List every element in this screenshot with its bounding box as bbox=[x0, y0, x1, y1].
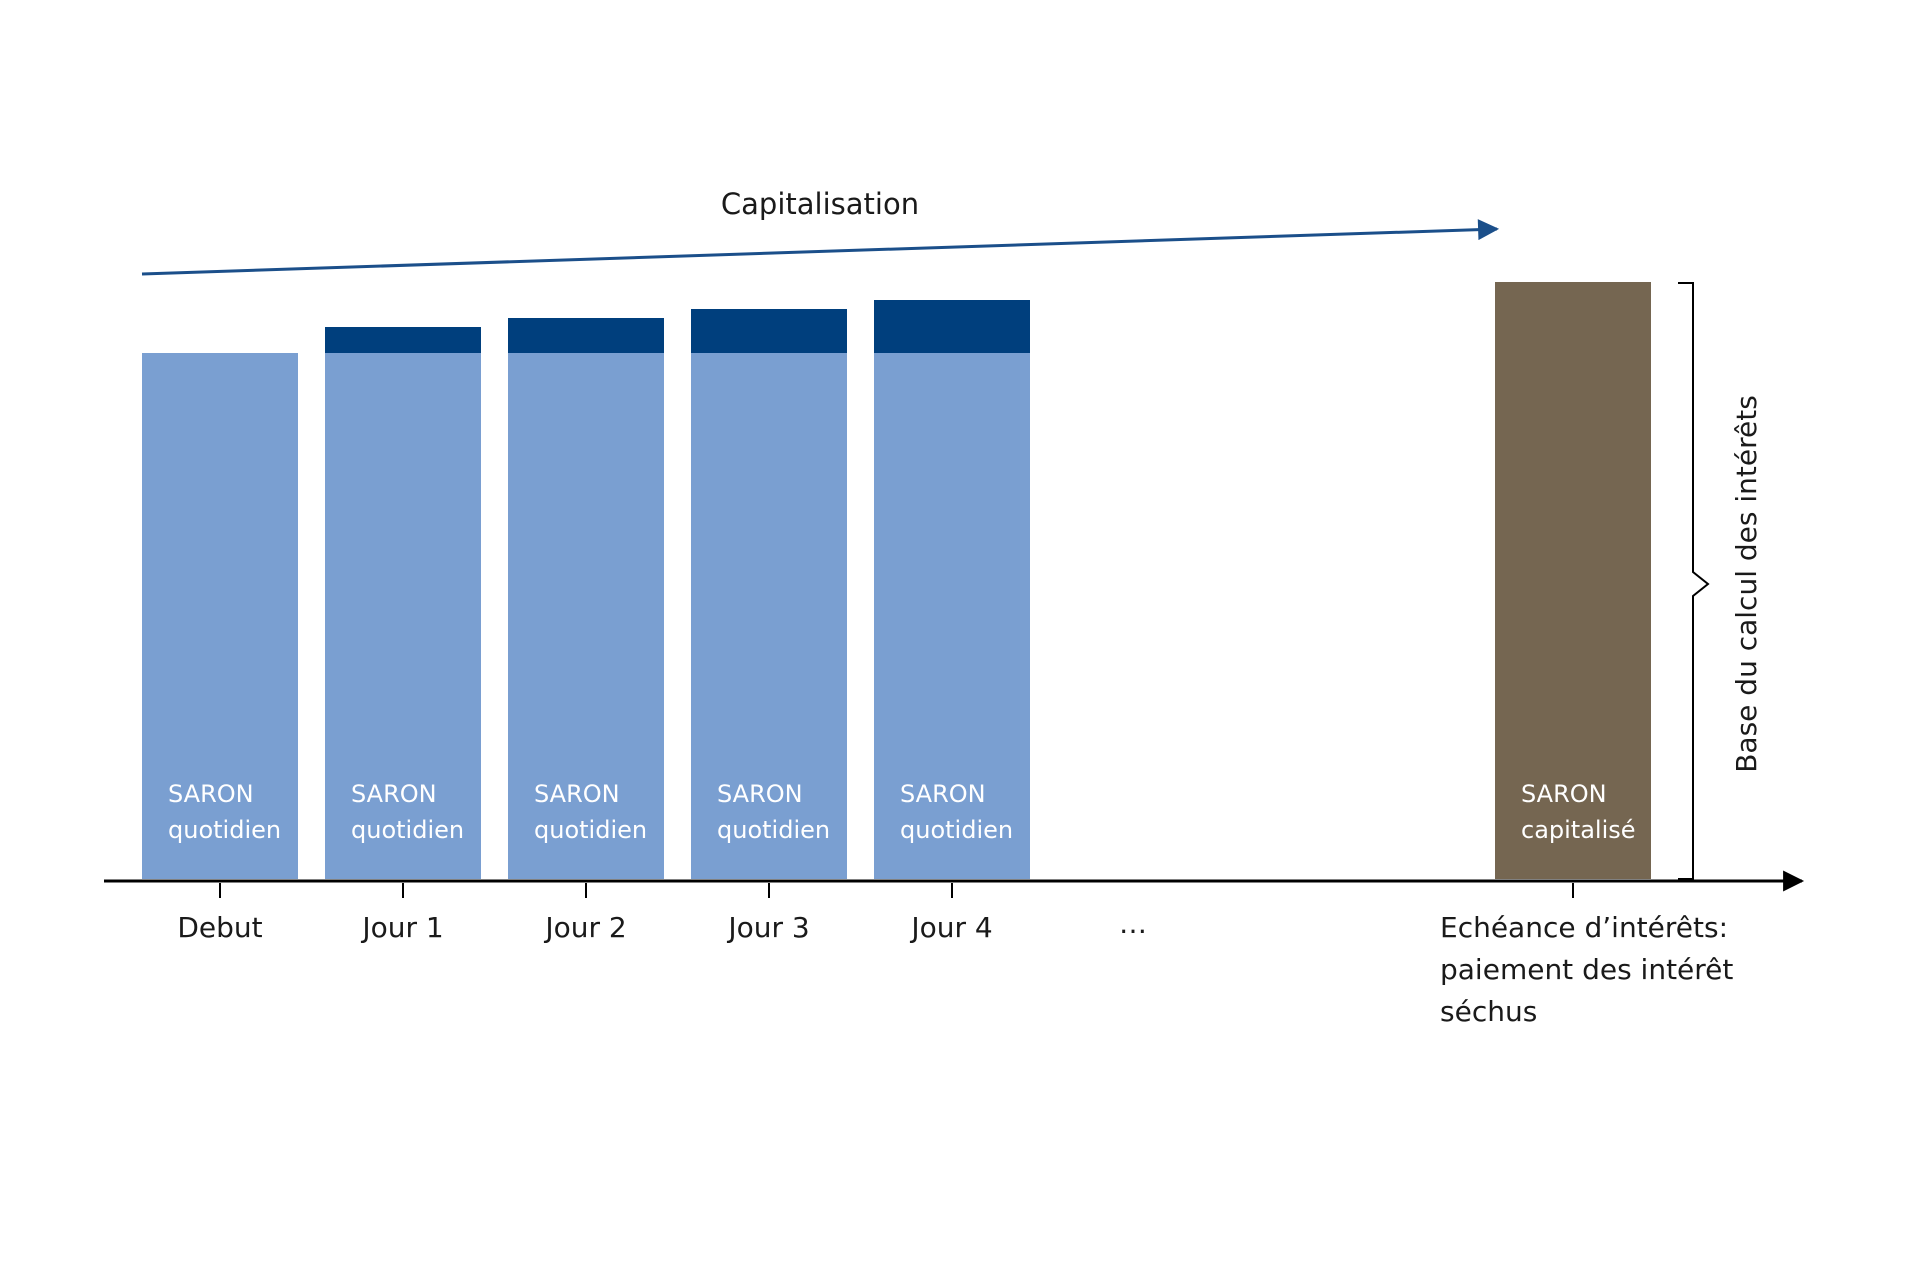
bar-jour-4-label-line1: SARON bbox=[900, 780, 986, 808]
tick-label-jour-4: Jour 4 bbox=[909, 911, 992, 944]
bar-jour-4: SARON quotidien bbox=[874, 300, 1030, 879]
bar-jour-3-increment bbox=[691, 309, 847, 353]
bar-jour-2-label-line2: quotidien bbox=[534, 816, 647, 844]
bar-jour-4-label-line2: quotidien bbox=[900, 816, 1013, 844]
capitalisation-arrow bbox=[141, 219, 1500, 276]
bar-jour-2-base bbox=[508, 353, 664, 879]
tick-label-jour-3: Jour 3 bbox=[726, 911, 809, 944]
final-bar-label-line1: SARON bbox=[1521, 780, 1607, 808]
bar-debut-base bbox=[142, 353, 298, 879]
bar-debut-label-line1: SARON bbox=[168, 780, 254, 808]
bar-jour-1-base bbox=[325, 353, 481, 879]
bar-jour-3: SARON quotidien bbox=[691, 309, 847, 879]
bar-jour-3-base bbox=[691, 353, 847, 879]
bar-debut-label-line2: quotidien bbox=[168, 816, 281, 844]
bar-jour-4-base bbox=[874, 353, 1030, 879]
bar-jour-4-increment bbox=[874, 300, 1030, 353]
axis-ticks: Debut Jour 1 Jour 2 Jour 3 Jour 4 bbox=[177, 883, 993, 944]
base-calcul-label: Base du calcul des intérêts bbox=[1730, 395, 1763, 773]
bar-jour-1-increment bbox=[325, 327, 481, 353]
capitalisation-label: Capitalisation bbox=[721, 187, 919, 221]
final-tick-label: Echéance d’intérêts: paiement des intérê… bbox=[1440, 911, 1733, 1028]
bar-jour-3-label-line1: SARON bbox=[717, 780, 803, 808]
final-bar-group: SARON capitalisé bbox=[1495, 282, 1651, 879]
bar-jour-1-label-line1: SARON bbox=[351, 780, 437, 808]
final-tick-label-line1: Echéance d’intérêts: bbox=[1440, 911, 1728, 944]
bar-debut: SARON quotidien bbox=[142, 353, 298, 879]
bar-jour-1: SARON quotidien bbox=[325, 327, 481, 879]
saron-capitalise-bar bbox=[1495, 282, 1651, 879]
ellipsis-label: … bbox=[1119, 907, 1147, 940]
bar-jour-3-label-line2: quotidien bbox=[717, 816, 830, 844]
final-tick-label-line2: paiement des intérêt bbox=[1440, 953, 1733, 986]
base-calcul-brace bbox=[1678, 282, 1710, 880]
final-tick-label-line3: séchus bbox=[1440, 995, 1537, 1028]
bar-jour-2-increment bbox=[508, 318, 664, 353]
tick-label-debut: Debut bbox=[177, 911, 262, 944]
bar-jour-2: SARON quotidien bbox=[508, 318, 664, 879]
bar-jour-1-label-line2: quotidien bbox=[351, 816, 464, 844]
tick-label-jour-1: Jour 1 bbox=[360, 911, 443, 944]
tick-label-jour-2: Jour 2 bbox=[543, 911, 626, 944]
daily-bars: SARON quotidien SARON quotidien SARON quotidi… bbox=[142, 300, 1030, 879]
final-bar-label-line2: capitalisé bbox=[1521, 816, 1636, 844]
bar-jour-2-label-line1: SARON bbox=[534, 780, 620, 808]
